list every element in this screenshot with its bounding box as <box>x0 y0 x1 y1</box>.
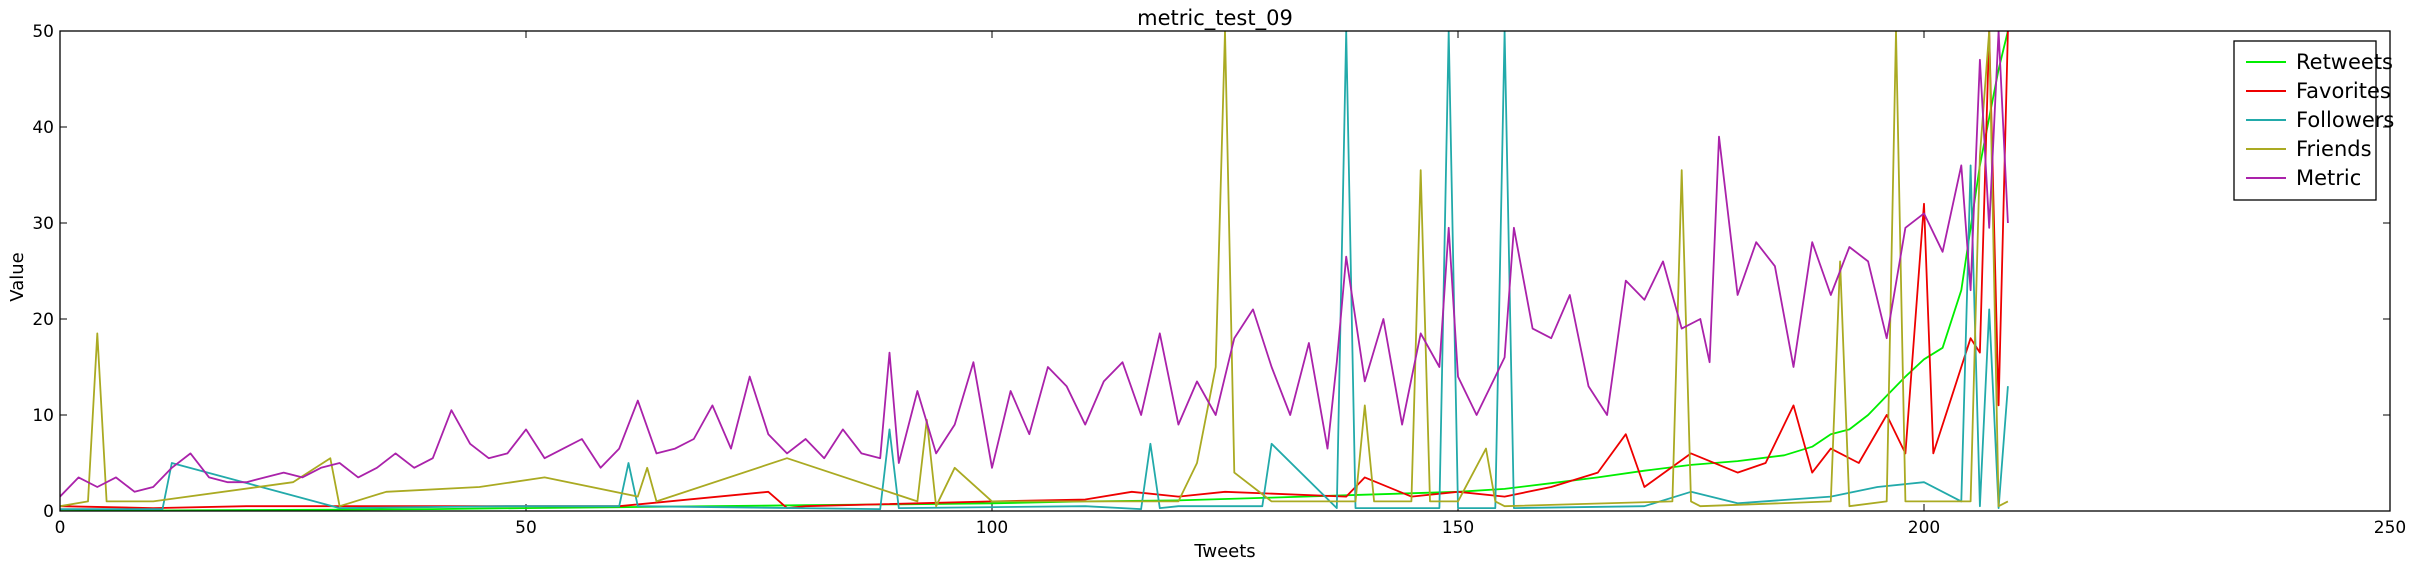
x-tick-label: 150 <box>1442 518 1474 538</box>
legend-label: Followers <box>2296 108 2394 132</box>
legend-label: Friends <box>2296 137 2372 161</box>
y-axis-label: Value <box>7 252 28 301</box>
chart-title: metric_test_09 <box>1137 6 1293 31</box>
plot-frame <box>59 30 2391 512</box>
series-line-metric <box>60 31 2009 498</box>
y-tick-label: 30 <box>32 214 54 234</box>
legend-label: Retweets <box>2296 50 2393 74</box>
y-tick-label: 40 <box>32 118 54 138</box>
x-tick-label: 100 <box>976 518 1008 538</box>
series-line-friends <box>60 31 2009 508</box>
series-lines <box>60 31 2009 511</box>
x-tick-label: 0 <box>55 518 66 538</box>
y-tick-label: 50 <box>32 22 54 42</box>
x-tick-label: 250 <box>2374 518 2406 538</box>
y-tick-label: 10 <box>32 406 54 426</box>
legend-label: Favorites <box>2296 79 2391 103</box>
axis-ticks: 0 50 100 150 200 250 0 10 20 30 40 50 <box>32 22 2406 538</box>
x-tick-label: 200 <box>1908 518 1940 538</box>
legend-label: Metric <box>2296 166 2361 190</box>
y-tick-label: 20 <box>32 310 54 330</box>
y-tick-label: 0 <box>43 502 54 522</box>
x-axis-label: Tweets <box>1193 541 1255 562</box>
legend: Retweets Favorites Followers Friends Metric <box>2233 40 2394 201</box>
x-tick-label: 50 <box>515 518 537 538</box>
series-line-followers <box>60 31 2009 511</box>
